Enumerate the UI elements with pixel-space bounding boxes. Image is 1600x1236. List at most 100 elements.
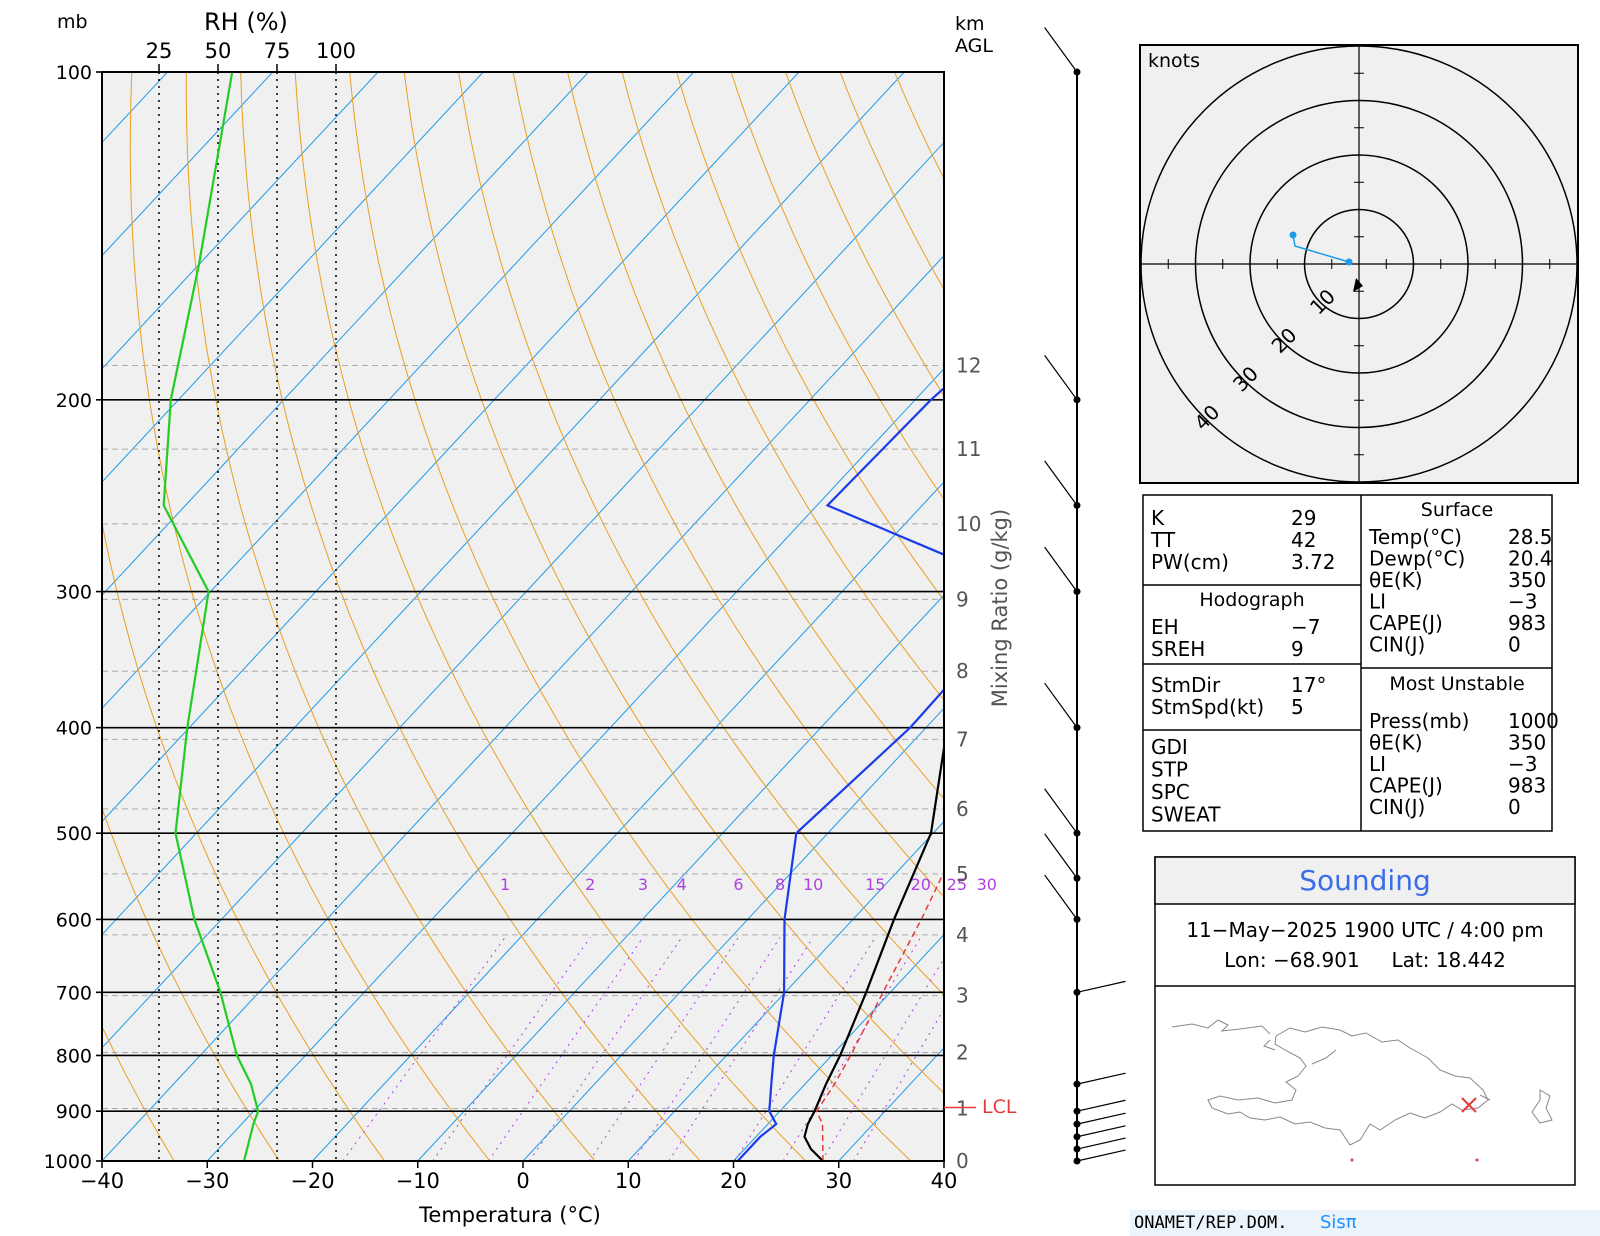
- dry-adiabat: [349, 72, 912, 1161]
- index-value: 29: [1291, 506, 1316, 530]
- dry-adiabat: [621, 72, 944, 701]
- mixing-ratio-tick-label: 4: [677, 875, 687, 894]
- mixing-ratio-tick-label: 25: [947, 875, 967, 894]
- rh-tick-label: 75: [264, 39, 291, 63]
- index-value: 0: [1508, 795, 1521, 819]
- wind-barb-staff: [1076, 1112, 1126, 1125]
- hodograph-point: [1289, 231, 1297, 239]
- sounding-title: Sounding: [1299, 864, 1430, 897]
- mixing-ratio-tick-label: 30: [977, 875, 997, 894]
- wind-barb-staff: [1076, 1125, 1126, 1138]
- index-value: 20.4: [1508, 547, 1553, 571]
- height-tick-label: 10: [956, 512, 981, 536]
- mixing-ratio-tick-label: 20: [911, 875, 931, 894]
- index-value: 983: [1508, 774, 1546, 798]
- temperature-tick-label: −20: [290, 1169, 334, 1193]
- temperature-tick-label: −40: [80, 1169, 124, 1193]
- wind-barb-staff: [1076, 1137, 1126, 1150]
- temperature-tick-label: 30: [825, 1169, 852, 1193]
- sounding-location: Lon: −68.901 Lat: 18.442: [1224, 948, 1506, 972]
- rh-tick-label: 50: [205, 39, 232, 63]
- height-tick-label: 7: [956, 727, 969, 751]
- isotherm-line: [0, 72, 62, 1161]
- mixing-ratio-line: [589, 937, 739, 1161]
- indices-table: K 29 TT 42 PW(cm) 3.72 Hodograph EH −7 SREH 9 StmDi…: [1142, 494, 1559, 832]
- dry-adiabat: [102, 520, 386, 1161]
- isotherm-line: [102, 72, 695, 710]
- indices-frame: [1142, 494, 1553, 832]
- mixing-ratio-tick-label: 15: [865, 875, 885, 894]
- footer-logo: Sisπ: [1320, 1212, 1357, 1233]
- height-tick-label: 12: [956, 353, 981, 377]
- dry-adiabat: [102, 807, 280, 1161]
- dry-adiabat: [676, 72, 944, 602]
- rh-axis-label: RH (%): [204, 8, 288, 36]
- isotherm-line: [102, 141, 944, 1049]
- wind-barb-staff: [1044, 788, 1078, 834]
- temperature-tick-label: 0: [516, 1169, 529, 1193]
- mixing-ratio-tick-label: 10: [803, 875, 823, 894]
- isotherm-line: [102, 72, 589, 596]
- sounding-title-bar: [1154, 856, 1576, 905]
- wind-barb-staff: [1044, 546, 1078, 592]
- index-label: LI: [1369, 752, 1386, 776]
- sounding-info-box: [1154, 856, 1576, 1186]
- wind-barb-staff: [1076, 980, 1126, 993]
- hodograph-section-title: Hodograph: [1199, 589, 1304, 611]
- index-label: CIN(J): [1369, 633, 1425, 657]
- rh-tick-label: 100: [316, 39, 356, 63]
- mixing-ratio-line: [529, 937, 683, 1161]
- index-label: CAPE(J): [1369, 774, 1443, 798]
- isotherm-line: [312, 481, 944, 1161]
- mixing-ratio-tick-label: 8: [775, 875, 785, 894]
- isotherm-line: [206, 368, 944, 1161]
- index-value: 9: [1291, 637, 1304, 661]
- wind-barbs: [1044, 27, 1126, 1165]
- height-tick-label: 2: [956, 1040, 969, 1064]
- height-tick-label: 8: [956, 659, 969, 683]
- plot-area: [102, 72, 944, 1161]
- dry-adiabat: [458, 72, 944, 996]
- mixing-ratio-label: Mixing Ratio (g/kg): [988, 509, 1012, 707]
- temperature-tick-label: 10: [615, 1169, 642, 1193]
- dry-adiabat: [839, 72, 944, 291]
- index-label: K: [1151, 506, 1165, 530]
- index-label: Temp(°C): [1368, 525, 1462, 549]
- index-label: StmDir: [1151, 673, 1221, 697]
- rh-tick-label: 25: [146, 39, 173, 63]
- temperature-tick-label: −10: [396, 1169, 440, 1193]
- index-label: PW(cm): [1151, 550, 1229, 574]
- temperature-tick-label: 40: [931, 1169, 958, 1193]
- isotherm-line: [627, 820, 944, 1161]
- wind-barb-staff: [1044, 27, 1078, 73]
- dry-adiabat: [294, 72, 806, 1161]
- wind-barb-staff: [1076, 1149, 1126, 1162]
- isotherm-line: [417, 594, 944, 1161]
- mixing-ratio-tick-label: 6: [733, 875, 743, 894]
- pressure-tick-label: 500: [56, 823, 92, 845]
- index-label: Press(mb): [1369, 709, 1469, 733]
- index-value: 0: [1508, 633, 1521, 657]
- grid-lines: [0, 72, 944, 1161]
- mixing-ratio-line: [633, 937, 781, 1161]
- mixing-ratio-line: [668, 937, 814, 1161]
- pressure-tick-label: 300: [56, 582, 92, 604]
- isotherm-line: [102, 72, 484, 483]
- mixing-ratio-tick-label: 3: [638, 875, 648, 894]
- index-value: 42: [1291, 528, 1316, 552]
- dewpoint-line: [736, 386, 944, 1161]
- wind-barb-staff: [1044, 833, 1078, 879]
- index-label: TT: [1150, 528, 1176, 552]
- pressure-tick-label: 100: [56, 62, 92, 84]
- sounding-series: [162, 72, 944, 1161]
- most-unstable-section-title: Most Unstable: [1389, 673, 1524, 695]
- index-value: 17°: [1291, 673, 1326, 697]
- index-label: StmSpd(kt): [1151, 695, 1264, 719]
- index-value: 28.5: [1508, 525, 1553, 549]
- dry-adiabat: [403, 72, 944, 1094]
- isotherm-line: [102, 72, 905, 936]
- index-label: SWEAT: [1151, 803, 1221, 827]
- temperature-line: [803, 740, 944, 1161]
- dry-adiabat: [240, 72, 701, 1161]
- pressure-tick-label: 200: [56, 390, 92, 412]
